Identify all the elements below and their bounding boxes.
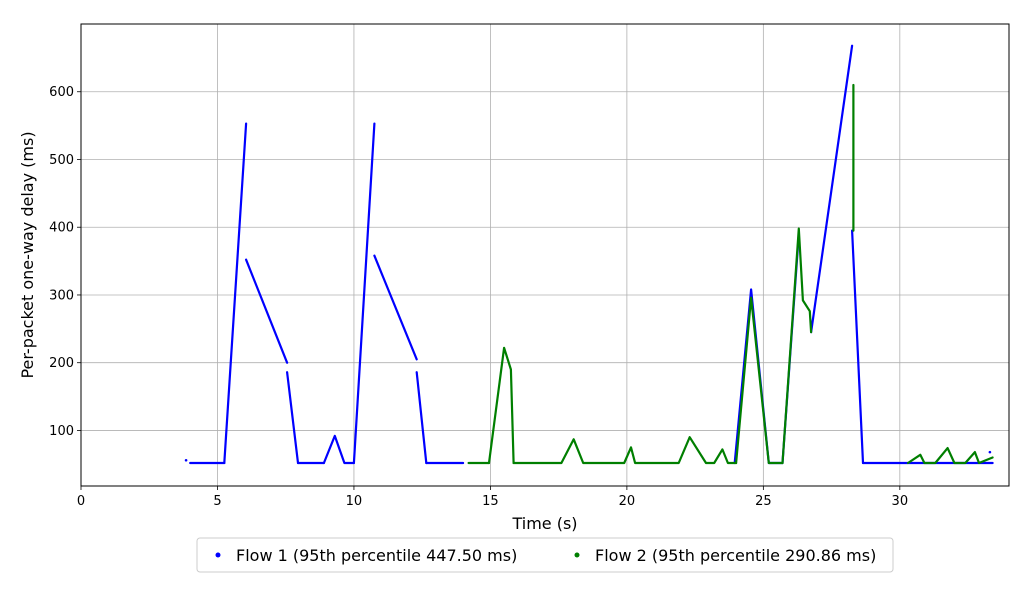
data-trace	[322, 434, 355, 465]
y-tick-label: 600	[49, 85, 74, 100]
x-tick-label: 10	[346, 494, 363, 509]
data-trace	[512, 436, 738, 465]
series-flow-2	[467, 83, 994, 465]
y-axis-label: Per-packet one-way delay (ms)	[18, 131, 37, 378]
legend-marker-flow-1	[215, 552, 221, 558]
x-tick-label: 15	[482, 494, 499, 509]
x-tick-label: 20	[619, 494, 636, 509]
data-point	[184, 458, 188, 462]
data-trace	[245, 258, 289, 364]
legend-label-flow-1: Flow 1 (95th percentile 447.50 ms)	[236, 546, 517, 565]
chart-series-layer	[184, 44, 994, 465]
x-tick-label: 5	[213, 494, 221, 509]
y-tick-label: 500	[49, 153, 74, 168]
data-point	[988, 450, 992, 454]
x-tick-label: 0	[77, 494, 85, 509]
y-tick-label: 400	[49, 221, 74, 236]
y-tick-label: 300	[49, 288, 74, 303]
y-tick-label: 100	[49, 424, 74, 439]
data-trace	[734, 296, 784, 465]
data-trace	[781, 227, 813, 465]
data-trace	[352, 122, 376, 465]
chart-legend: Flow 1 (95th percentile 447.50 ms) Flow …	[196, 537, 894, 573]
x-tick-label: 30	[892, 494, 909, 509]
plot-area-frame	[80, 23, 1010, 487]
data-trace	[286, 371, 300, 465]
y-tick-label: 200	[49, 356, 74, 371]
legend-marker-flow-2	[574, 552, 580, 558]
axis-ticks: 0 5 10 15 20 25 30 100 200 300 400 500 600	[49, 85, 908, 509]
legend-label-flow-2: Flow 2 (95th percentile 290.86 ms)	[595, 546, 876, 565]
legend-box	[196, 537, 894, 573]
data-trace	[223, 122, 248, 465]
data-trace	[373, 254, 418, 361]
data-trace	[487, 346, 515, 465]
data-trace	[415, 371, 428, 465]
x-tick-label: 25	[755, 494, 772, 509]
x-axis-label: Time (s)	[511, 514, 577, 533]
data-trace	[850, 229, 865, 465]
data-trace	[809, 44, 854, 334]
data-trace	[906, 447, 994, 465]
